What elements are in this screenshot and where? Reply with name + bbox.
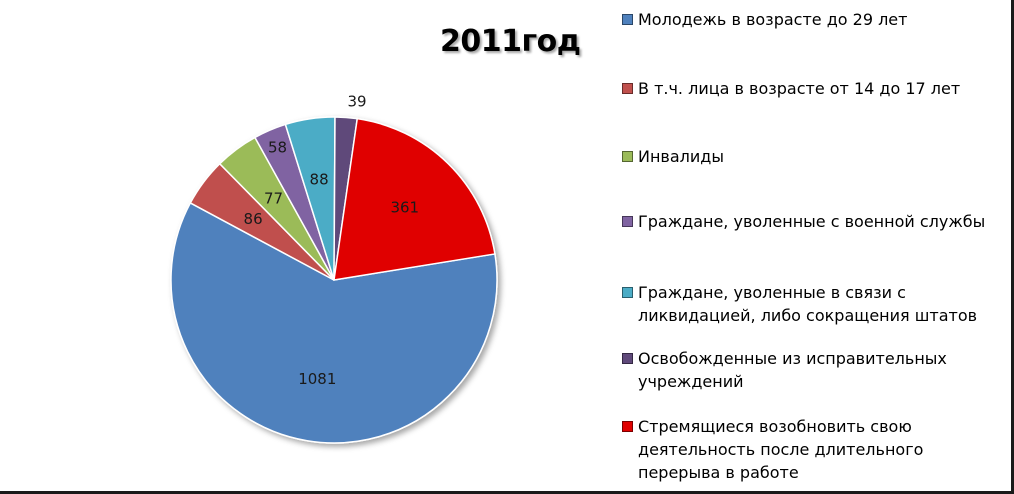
- legend-label: Инвалиды: [638, 147, 724, 166]
- legend-swatch: [622, 287, 633, 298]
- legend-swatch: [622, 83, 633, 94]
- chart-title: 2011год: [440, 24, 581, 59]
- data-label-teens: 86: [244, 210, 263, 228]
- legend-swatch: [622, 14, 633, 25]
- legend-label: Освобожденные из исправительных учрежден…: [638, 349, 947, 391]
- pie-slices: [170, 116, 498, 444]
- legend-item-teens: В т.ч. лица в возрасте от 14 до 17 лет: [620, 77, 1000, 100]
- legend-swatch: [622, 421, 633, 432]
- legend-label: Граждане, уволенные в связи с ликвидацие…: [638, 283, 978, 325]
- pie-slice-youth: [170, 201, 498, 444]
- data-label-disabled: 77: [264, 190, 283, 208]
- data-label-military: 58: [268, 139, 287, 157]
- legend-item-released: Освобожденные из исправительных учрежден…: [620, 347, 1000, 393]
- legend-item-disabled: Инвалиды: [620, 145, 1000, 168]
- legend-swatch: [622, 216, 633, 227]
- legend-item-military: Граждане, уволенные с военной службы: [620, 210, 1000, 233]
- legend: Молодежь в возрасте до 29 лет В т.ч. лиц…: [620, 0, 1000, 494]
- legend-label: Молодежь в возрасте до 29 лет: [638, 10, 908, 29]
- legend-label: В т.ч. лица в возрасте от 14 до 17 лет: [638, 79, 961, 98]
- legend-label: Граждане, уволенные с военной службы: [638, 212, 986, 231]
- data-label-youth: 1081: [298, 370, 336, 388]
- pie-slice-returning: [333, 117, 496, 281]
- data-label-redundancy: 88: [310, 171, 329, 189]
- legend-item-redundancy: Граждане, уволенные в связи с ликвидацие…: [620, 281, 1000, 327]
- legend-swatch: [622, 151, 633, 162]
- data-label-released: 39: [347, 93, 366, 111]
- legend-swatch: [622, 353, 633, 364]
- legend-item-youth: Молодежь в возрасте до 29 лет: [620, 8, 1000, 31]
- data-label-returning: 361: [390, 198, 419, 216]
- legend-item-returning: Стремящиеся возобновить свою деятельност…: [620, 415, 1000, 484]
- legend-label: Стремящиеся возобновить свою деятельност…: [638, 417, 924, 482]
